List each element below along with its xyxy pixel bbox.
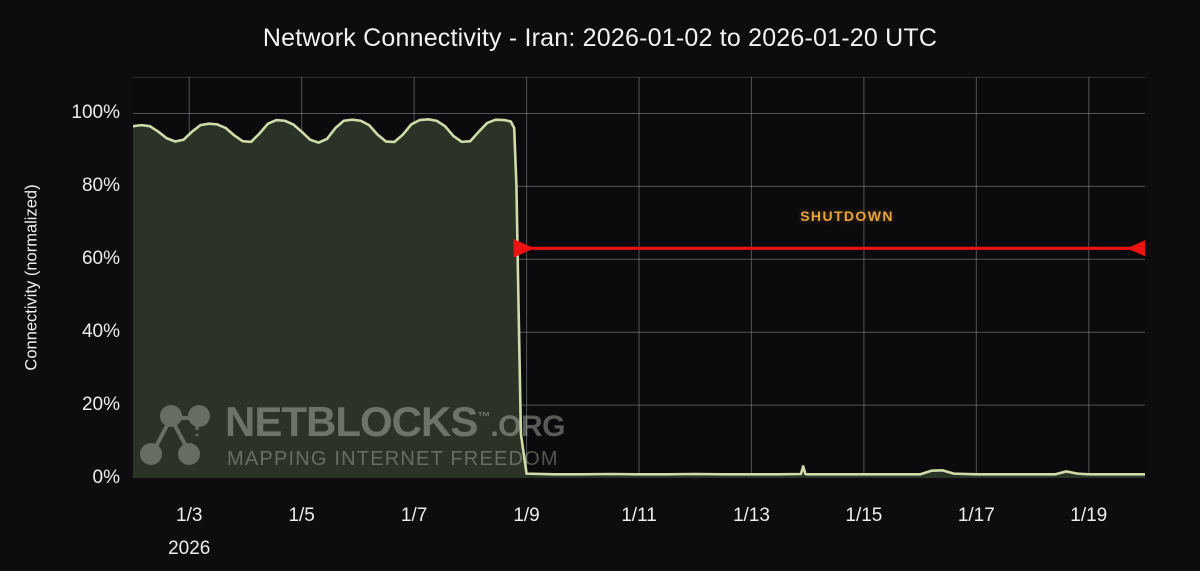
x-tick-label: 1/17 (957, 505, 995, 526)
x-axis-year-label: 2026 (168, 538, 211, 559)
y-tick-label: 60% (81, 248, 120, 270)
x-tick-label: 1/19 (1070, 505, 1108, 526)
y-tick-label: 0% (92, 467, 120, 488)
shutdown-label: SHUTDOWN (800, 207, 894, 224)
x-tick-label: 1/5 (288, 505, 315, 526)
y-tick-label: 20% (81, 394, 120, 416)
y-tick-label: 40% (81, 321, 120, 343)
x-tick-label: 1/7 (400, 505, 428, 526)
x-tick-label: 1/15 (845, 505, 883, 526)
x-tick-label: 1/13 (732, 505, 770, 526)
plot-svg (133, 77, 1145, 478)
series-line (133, 117, 1145, 476)
x-tick-label: 1/3 (176, 505, 203, 526)
x-tick-label: 1/11 (621, 505, 657, 526)
y-tick-label: 80% (81, 175, 120, 197)
y-axis-ticks: 0% 20% 40% 60% 80% 100% (44, 0, 120, 571)
y-tick-label: 100% (71, 102, 120, 124)
plot-area (133, 77, 1145, 478)
series-area (133, 119, 1145, 478)
page-title: Network Connectivity - Iran: 2026-01-02 … (262, 24, 938, 52)
x-tick-label: 1/9 (513, 505, 540, 526)
